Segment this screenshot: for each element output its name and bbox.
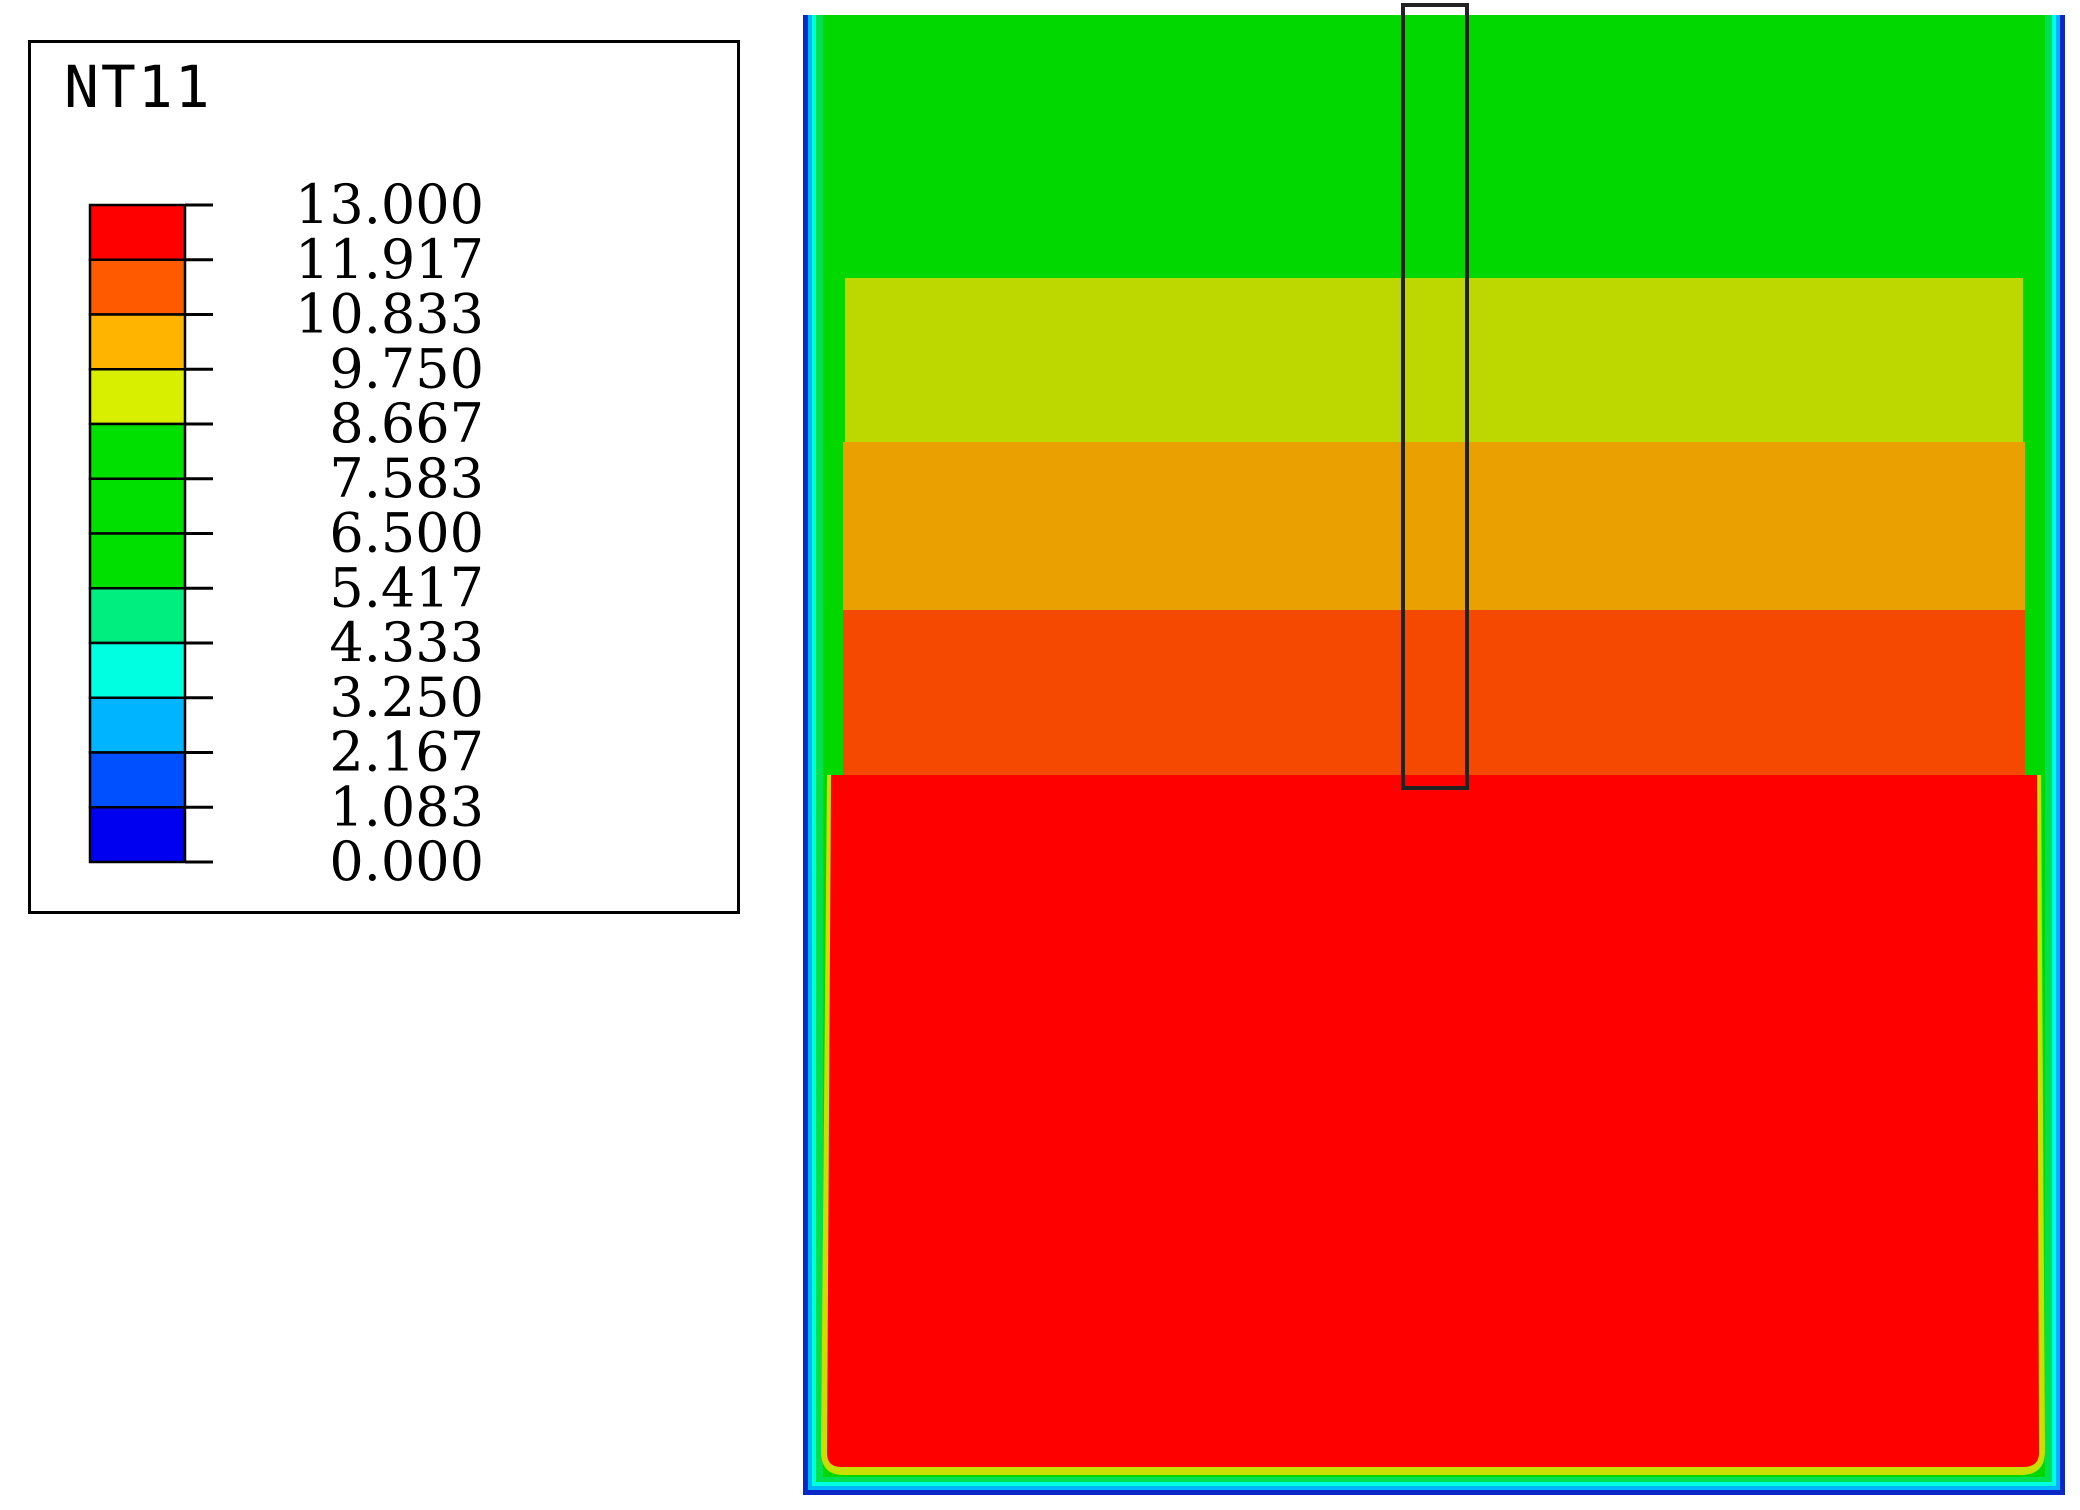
legend-tick-label: 6.500 bbox=[329, 502, 484, 565]
legend-tick-label: 13.000 bbox=[295, 173, 484, 236]
legend-tick-label: 10.833 bbox=[295, 283, 484, 346]
legend-title: NT11 bbox=[64, 53, 212, 121]
legend-band bbox=[88, 477, 187, 535]
legend-tick-label: 2.167 bbox=[329, 721, 484, 784]
legend-band bbox=[88, 258, 187, 316]
zone-lower-middle bbox=[843, 610, 2025, 775]
legend-tick-label: 4.333 bbox=[329, 611, 484, 674]
probe-outline bbox=[1401, 3, 1469, 790]
legend-band bbox=[88, 587, 187, 645]
legend-tick-label: 8.667 bbox=[329, 392, 484, 455]
legend-tick-label: 11.917 bbox=[295, 228, 484, 291]
legend-band bbox=[88, 532, 187, 590]
zone-bottom bbox=[827, 775, 2039, 1467]
legend-band bbox=[88, 806, 187, 864]
legend-tick-label: 0.000 bbox=[329, 830, 484, 893]
legend-tick-label: 1.083 bbox=[329, 775, 484, 838]
legend-band bbox=[88, 641, 187, 699]
legend-band bbox=[88, 203, 187, 261]
legend-tick-label: 3.250 bbox=[329, 666, 484, 729]
legend-tick-label: 7.583 bbox=[329, 447, 484, 510]
legend-band bbox=[88, 751, 187, 809]
zone-upper-middle bbox=[845, 278, 2023, 442]
legend-tick-label: 5.417 bbox=[329, 556, 484, 619]
legend-tick-label: 9.750 bbox=[329, 337, 484, 400]
zone-middle bbox=[843, 442, 2025, 610]
color-legend: 13.00011.91710.8339.7508.6677.5836.5005.… bbox=[88, 173, 484, 893]
